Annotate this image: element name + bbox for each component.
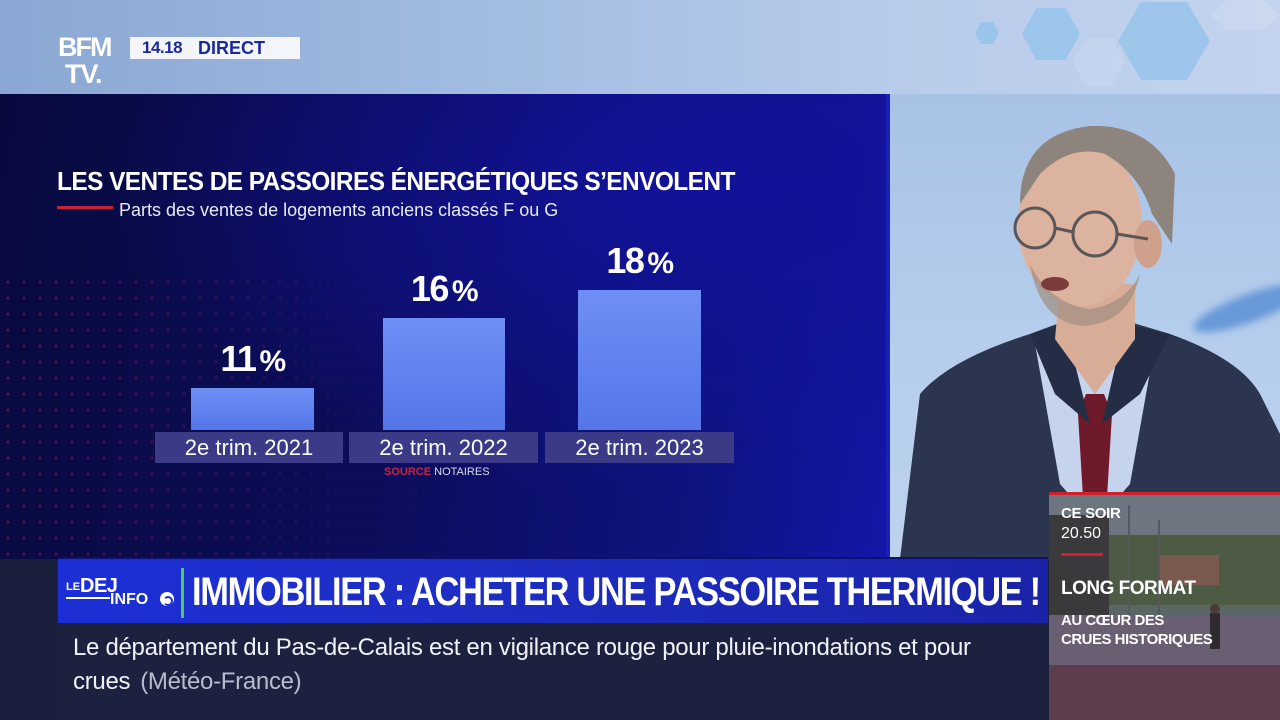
chart-title: LES VENTES DE PASSOIRES ÉNERGÉTIQUES S’E…	[57, 166, 735, 196]
decor-hexagon	[1210, 0, 1280, 30]
promo-format: LONG FORMAT	[1061, 578, 1196, 599]
chart-panel: LES VENTES DE PASSOIRES ÉNERGÉTIQUES S’E…	[0, 94, 888, 559]
bar-category-label: 2e trim. 2021	[155, 432, 343, 463]
promo-time: 20.50	[1061, 525, 1102, 542]
bar-value-label: 11%	[220, 338, 286, 379]
live-label: DIRECT	[198, 37, 266, 58]
promo-title: AU CŒUR DES CRUES HISTORIQUES	[1061, 612, 1213, 648]
headline-text: IMMOBILIER : ACHETER UNE PASSOIRE THERMI…	[192, 570, 1041, 614]
bfmtv-logo: BFM TV.	[58, 34, 124, 90]
decor-hexagon	[975, 22, 999, 44]
chart-subtitle: Parts des ventes de logements anciens cl…	[119, 200, 559, 220]
news-ticker: Le département du Pas-de-Calais est en v…	[58, 623, 1048, 720]
ticker-text: Le département du Pas-de-Calais est en v…	[73, 634, 971, 695]
chart-bar	[383, 318, 505, 430]
headline-separator	[181, 568, 184, 618]
chart-bar	[191, 388, 314, 430]
presenter-image	[900, 125, 1280, 559]
decor-hexagon	[1073, 38, 1125, 86]
broadcast-time: 14.18	[142, 38, 183, 57]
live-indicator: 14.18 DIRECT	[130, 37, 300, 59]
promo-when: CE SOIR	[1061, 505, 1121, 522]
logo-tv-text: TV.	[65, 59, 103, 89]
ticker-source: (Météo-France)	[140, 668, 302, 695]
studio-camera-view	[890, 94, 1280, 559]
decor-hexagon	[1022, 8, 1080, 60]
show-logo-le-dej-info: LE DEJ INFO	[66, 573, 174, 609]
bar-category-label: 2e trim. 2022	[349, 432, 538, 463]
bar-value-label: 18%	[606, 240, 674, 281]
flood-scene-image	[1049, 495, 1280, 720]
chart-source: SOURCE NOTAIRES	[384, 466, 490, 478]
logo-bfm-text: BFM	[58, 32, 113, 62]
decor-hexagon	[1118, 2, 1210, 80]
bar-category-label: 2e trim. 2023	[545, 432, 734, 463]
promo-accent-rule	[1061, 553, 1103, 556]
studio-top-band	[0, 0, 1280, 95]
chart-bar	[578, 290, 701, 430]
bar-value-label: 16%	[410, 268, 479, 309]
headline-banner: LE DEJ INFO IMMOBILIER : ACHETER UNE PAS…	[58, 557, 1048, 623]
program-promo: CE SOIR 20.50 LONG FORMAT AU CŒUR DES CR…	[1049, 492, 1280, 720]
panel-edge	[886, 94, 890, 559]
broadcast-signal-icon	[160, 592, 174, 606]
title-accent-rule	[57, 206, 113, 209]
